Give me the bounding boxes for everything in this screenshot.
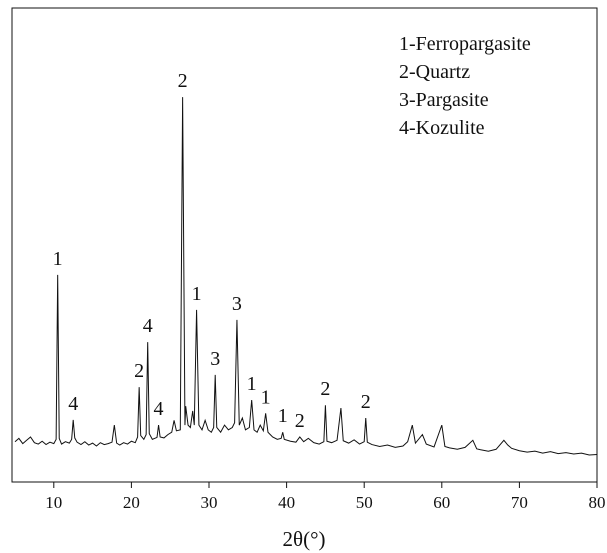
- x-tick-label: 70: [511, 493, 528, 512]
- xrd-line: [14, 97, 598, 456]
- x-tick-label: 50: [356, 493, 373, 512]
- x-tick-label: 10: [45, 493, 62, 512]
- peak-label: 2: [361, 391, 371, 413]
- peak-label: 4: [143, 315, 153, 337]
- peak-label: 1: [192, 283, 202, 305]
- plot-frame: [11, 7, 598, 483]
- legend-text: 3-Pargasite: [399, 89, 489, 111]
- peak-label: 1: [278, 405, 288, 427]
- x-tick-label: 30: [201, 493, 218, 512]
- x-tick-label: 60: [433, 493, 450, 512]
- peak-label: 4: [68, 393, 78, 415]
- peak-label: 2: [320, 378, 330, 400]
- legend-text: 2-Quartz: [399, 61, 470, 83]
- x-tick-label: 20: [123, 493, 140, 512]
- x-axis-label: 2θ(°): [283, 527, 326, 551]
- peak-label: 2: [178, 70, 188, 92]
- peak-label: 3: [210, 348, 220, 370]
- peak-label: 1: [247, 373, 257, 395]
- peak-label: 2: [134, 360, 144, 382]
- x-tick-label: 40: [278, 493, 295, 512]
- legend-text: 1-Ferropargasite: [399, 33, 531, 55]
- peak-label: 4: [154, 398, 164, 420]
- peak-label: 1: [53, 248, 63, 270]
- peak-label: 2: [295, 410, 305, 432]
- peak-label: 3: [232, 293, 242, 315]
- x-tick-label: 80: [589, 493, 606, 512]
- peak-label: 1: [261, 386, 271, 408]
- legend-text: 4-Kozulite: [399, 117, 485, 139]
